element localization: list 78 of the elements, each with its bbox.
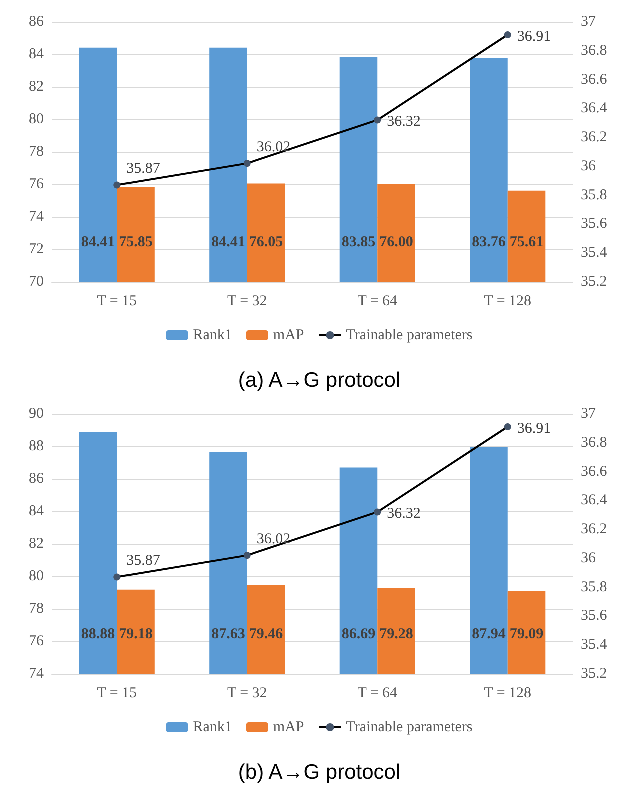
data-label: 79.46 [249,626,284,642]
y2-tick-label: 36.8 [581,434,608,451]
data-label: 36.32 [387,506,421,522]
y2-tick-label: 37 [581,14,596,30]
y-tick-label: 78 [29,601,44,617]
legend-label: Rank1 [193,328,232,344]
text: (b) A→G protocol [238,761,401,784]
text: (a) A→G protocol [238,369,401,392]
data-label: 36.91 [517,421,552,437]
data-label: 75.61 [510,234,544,250]
x-tick-label: T = 64 [358,294,398,310]
y2-tick-label: 35.4 [581,637,608,654]
y-tick-label: 86 [29,471,44,487]
y2-tick-label: 36.2 [581,130,608,146]
y-tick-label: 76 [29,634,44,650]
x-tick-label: T = 128 [484,686,532,702]
x-tick-label: T = 15 [97,686,138,702]
y2-tick-label: 36.4 [581,492,608,509]
y2-tick-label: 36 [581,550,596,566]
data-label: 83.76 [472,234,506,250]
data-label: 79.28 [380,626,414,642]
y-tick-label: 88 [29,438,44,454]
y2-tick-label: 35.6 [581,216,608,232]
legend-label: Rank1 [193,720,232,736]
data-label: 86.69 [342,626,376,642]
y-tick-label: 80 [29,112,44,128]
y-tick-label: 90 [29,406,44,422]
y2-tick-label: 36.4 [581,100,608,117]
y-tick-label: 72 [29,242,44,258]
y-tick-label: 70 [29,274,44,290]
y2-tick-label: 36.2 [581,522,608,538]
x-tick-label: T = 128 [484,294,532,310]
data-label: 88.88 [81,626,116,642]
data-label: 87.63 [212,626,246,642]
y2-tick-label: 37 [581,406,596,422]
y-tick-label: 86 [29,14,44,30]
y-tick-label: 78 [29,144,44,160]
data-label: 83.85 [342,234,376,250]
y2-tick-label: 36.8 [581,42,608,59]
x-tick-label: T = 64 [358,686,398,702]
y-tick-label: 84 [29,504,44,520]
y2-tick-label: 36 [581,158,596,174]
data-label: 35.87 [126,553,161,570]
data-label: 79.09 [510,626,544,642]
data-label: 35.87 [126,161,161,178]
data-label: 76.05 [249,234,284,250]
y2-tick-label: 35.4 [581,245,608,262]
y2-tick-label: 35.2 [581,666,608,682]
y2-tick-label: 36.6 [581,464,608,480]
x-tick-label: T = 32 [227,686,268,702]
legend-label: Trainable parameters [346,328,473,344]
legend-label: mAP [273,720,304,736]
y-tick-label: 80 [29,568,44,584]
data-label: 36.32 [387,114,421,130]
y-tick-label: 74 [29,209,44,225]
y2-tick-label: 35.6 [581,608,608,624]
x-tick-label: T = 32 [227,294,268,310]
y2-tick-label: 35.8 [581,187,608,204]
legend-label: mAP [273,328,304,344]
y-tick-label: 74 [29,666,44,682]
y2-tick-label: 35.2 [581,274,608,290]
y2-tick-label: 36.6 [581,72,608,88]
data-label: 84.41 [212,234,246,250]
data-label: 75.85 [119,234,153,250]
y2-tick-label: 35.8 [581,579,608,596]
x-tick-label: T = 15 [97,294,138,310]
data-label: 36.02 [256,532,291,548]
data-label: 76.00 [380,234,414,250]
y-tick-label: 82 [29,79,44,95]
data-label: 36.02 [256,140,291,156]
y-tick-label: 76 [29,176,44,192]
legend-label: Trainable parameters [346,720,473,736]
data-label: 87.94 [472,626,506,642]
data-label: 84.41 [81,234,116,250]
data-label: 36.91 [517,29,552,45]
data-label: 79.18 [119,626,153,642]
y-tick-label: 82 [29,536,44,552]
y-tick-label: 84 [29,46,44,62]
